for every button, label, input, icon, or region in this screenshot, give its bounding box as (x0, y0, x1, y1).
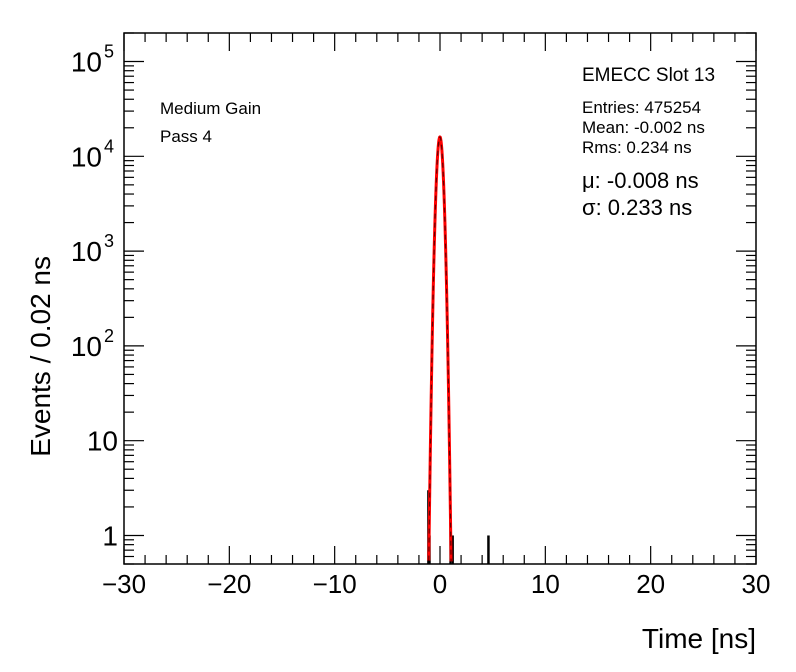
x-tick-label: 0 (433, 569, 447, 599)
y-tick-label: 10 (71, 141, 102, 172)
gaussian-fit-dashed-overlay (428, 136, 452, 562)
x-tick-label: 20 (636, 569, 665, 599)
y-tick-label: 10 (87, 426, 118, 457)
y-tick-label: 10 (71, 47, 102, 78)
stats-rms: Rms: 0.234 ns (582, 138, 692, 157)
fit-mu: μ: -0.008 ns (582, 168, 699, 193)
stats-entries: Entries: 475254 (582, 98, 701, 117)
y-tick-label: 1 (102, 520, 118, 551)
x-tick-label: −10 (313, 569, 357, 599)
x-tick-label: 10 (531, 569, 560, 599)
y-tick-label-exponent: 5 (104, 42, 114, 62)
y-tick-label: 10 (71, 236, 102, 267)
x-tick-label: −20 (207, 569, 251, 599)
x-tick-label: −30 (102, 569, 146, 599)
x-tick-label: 30 (742, 569, 771, 599)
x-axis-title: Time [ns] (642, 623, 756, 654)
stats-title: EMECC Slot 13 (582, 65, 715, 86)
histogram-bars (427, 135, 490, 564)
y-tick-label-exponent: 4 (104, 136, 114, 156)
pass-label: Pass 4 (160, 127, 212, 146)
y-axis-title: Events / 0.02 ns (25, 256, 56, 457)
gain-label: Medium Gain (160, 99, 261, 118)
fit-sigma: σ: 0.233 ns (582, 195, 692, 220)
x-axis-ticks: −30 −20 −10 0 10 20 30 (102, 33, 771, 599)
stats-mean: Mean: -0.002 ns (582, 118, 705, 137)
y-tick-label: 10 (71, 331, 102, 362)
y-tick-label-exponent: 2 (104, 326, 114, 346)
y-tick-label-exponent: 3 (104, 231, 114, 251)
